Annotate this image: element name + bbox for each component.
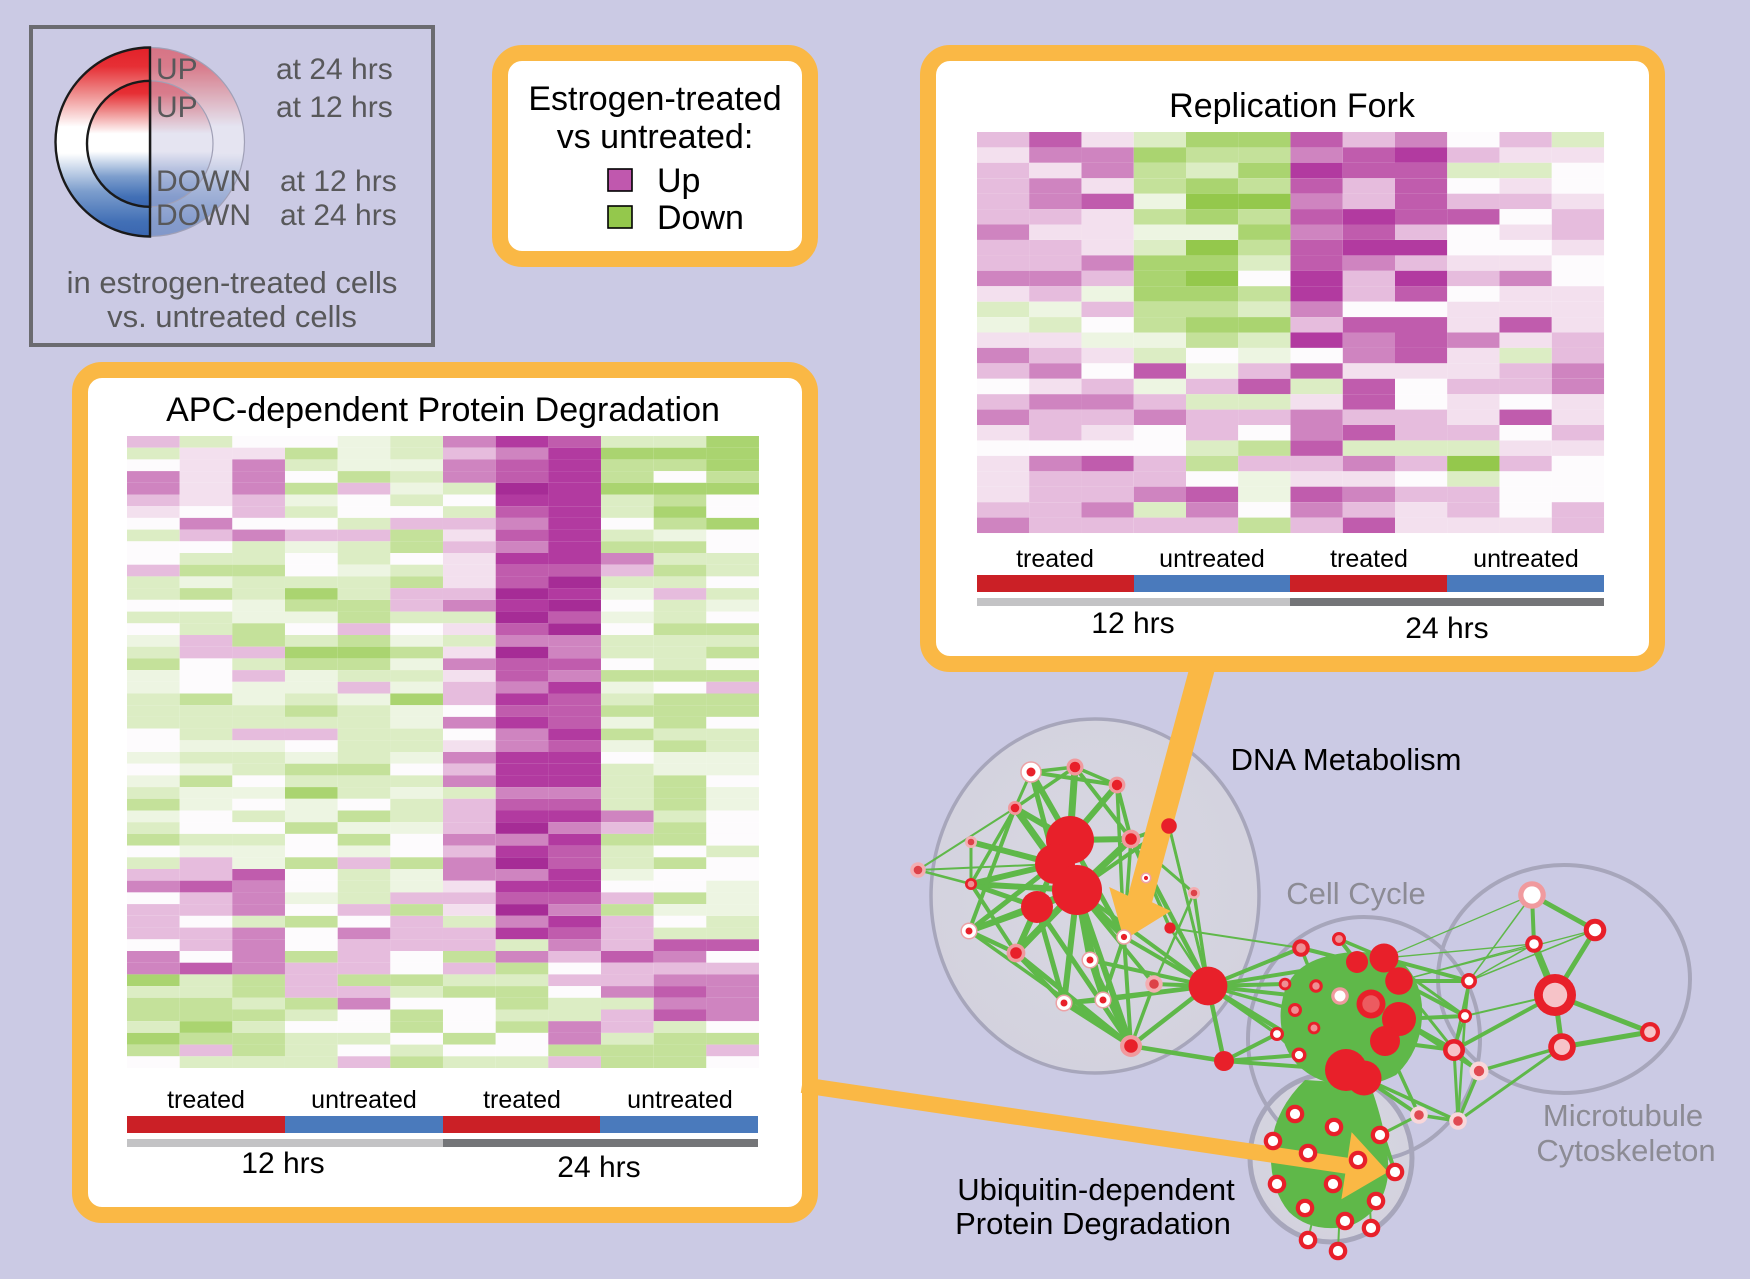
- svg-text:DOWN: DOWN: [156, 199, 251, 232]
- svg-text:Replication Fork: Replication Fork: [1169, 87, 1416, 125]
- svg-text:UP: UP: [156, 91, 198, 124]
- svg-text:UP: UP: [156, 53, 198, 86]
- svg-text:Microtubule: Microtubule: [1543, 1098, 1703, 1133]
- svg-text:Protein Degradation: Protein Degradation: [955, 1206, 1231, 1241]
- svg-text:vs. untreated cells: vs. untreated cells: [107, 299, 357, 334]
- svg-text:DNA Metabolism: DNA Metabolism: [1231, 742, 1462, 777]
- svg-text:12 hrs: 12 hrs: [1091, 607, 1174, 640]
- svg-text:at 24 hrs: at 24 hrs: [280, 199, 397, 232]
- svg-text:untreated: untreated: [1473, 545, 1579, 573]
- svg-text:24 hrs: 24 hrs: [557, 1151, 640, 1184]
- svg-text:vs untreated:: vs untreated:: [557, 118, 754, 156]
- svg-text:untreated: untreated: [627, 1086, 733, 1114]
- svg-text:Cytoskeleton: Cytoskeleton: [1536, 1133, 1715, 1168]
- svg-text:at 24 hrs: at 24 hrs: [276, 53, 393, 86]
- svg-text:Up: Up: [657, 162, 700, 200]
- svg-text:in estrogen-treated cells: in estrogen-treated cells: [67, 265, 398, 300]
- svg-text:APC-dependent Protein Degradat: APC-dependent Protein Degradation: [166, 391, 720, 429]
- svg-text:treated: treated: [1016, 545, 1094, 573]
- svg-text:treated: treated: [483, 1086, 561, 1114]
- svg-text:treated: treated: [167, 1086, 245, 1114]
- svg-text:DOWN: DOWN: [156, 165, 251, 198]
- svg-text:at 12 hrs: at 12 hrs: [280, 165, 397, 198]
- svg-text:untreated: untreated: [1159, 545, 1265, 573]
- svg-text:treated: treated: [1330, 545, 1408, 573]
- svg-text:Down: Down: [657, 199, 744, 237]
- svg-text:Ubiquitin-dependent: Ubiquitin-dependent: [957, 1172, 1235, 1207]
- svg-text:Cell Cycle: Cell Cycle: [1286, 876, 1426, 911]
- svg-text:at 12 hrs: at 12 hrs: [276, 91, 393, 124]
- svg-text:untreated: untreated: [311, 1086, 417, 1114]
- svg-text:24 hrs: 24 hrs: [1405, 612, 1488, 645]
- svg-text:12 hrs: 12 hrs: [241, 1147, 324, 1180]
- svg-text:Estrogen-treated: Estrogen-treated: [528, 80, 781, 118]
